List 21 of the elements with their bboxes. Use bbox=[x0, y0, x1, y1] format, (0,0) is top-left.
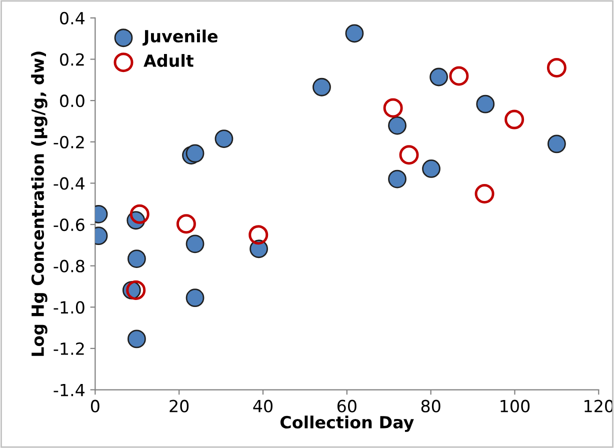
y-tick-label: 0.4 bbox=[60, 12, 85, 24]
y-tick-label: 0.2 bbox=[60, 53, 84, 66]
y-tick-label: -0.8 bbox=[54, 260, 84, 272]
y-axis-title: Log Hg Concentration (µg/g, dw) bbox=[31, 52, 48, 356]
x-tick-label: 60 bbox=[337, 400, 356, 412]
x-tick-label: 40 bbox=[253, 400, 272, 412]
y-tick-label: -0.4 bbox=[54, 177, 85, 190]
legend-label: Adult bbox=[144, 54, 194, 67]
x-tick-label: 80 bbox=[421, 400, 440, 412]
x-axis-title: Collection Day bbox=[280, 416, 414, 432]
y-tick-label: 0.0 bbox=[60, 94, 84, 108]
x-tick-label: 120 bbox=[584, 400, 614, 412]
x-tick-label: 20 bbox=[170, 400, 189, 412]
legend-label: Juvenile bbox=[142, 30, 218, 46]
x-tick-label: 0 bbox=[90, 400, 100, 412]
x-tick-label: 100 bbox=[500, 400, 530, 412]
y-tick-label: -1.2 bbox=[54, 342, 84, 355]
y-tick-label: -0.2 bbox=[54, 136, 84, 148]
y-tick-label: -1.4 bbox=[54, 384, 85, 396]
y-tick-label: -1.0 bbox=[54, 301, 84, 314]
y-tick-label: -0.6 bbox=[54, 218, 84, 232]
